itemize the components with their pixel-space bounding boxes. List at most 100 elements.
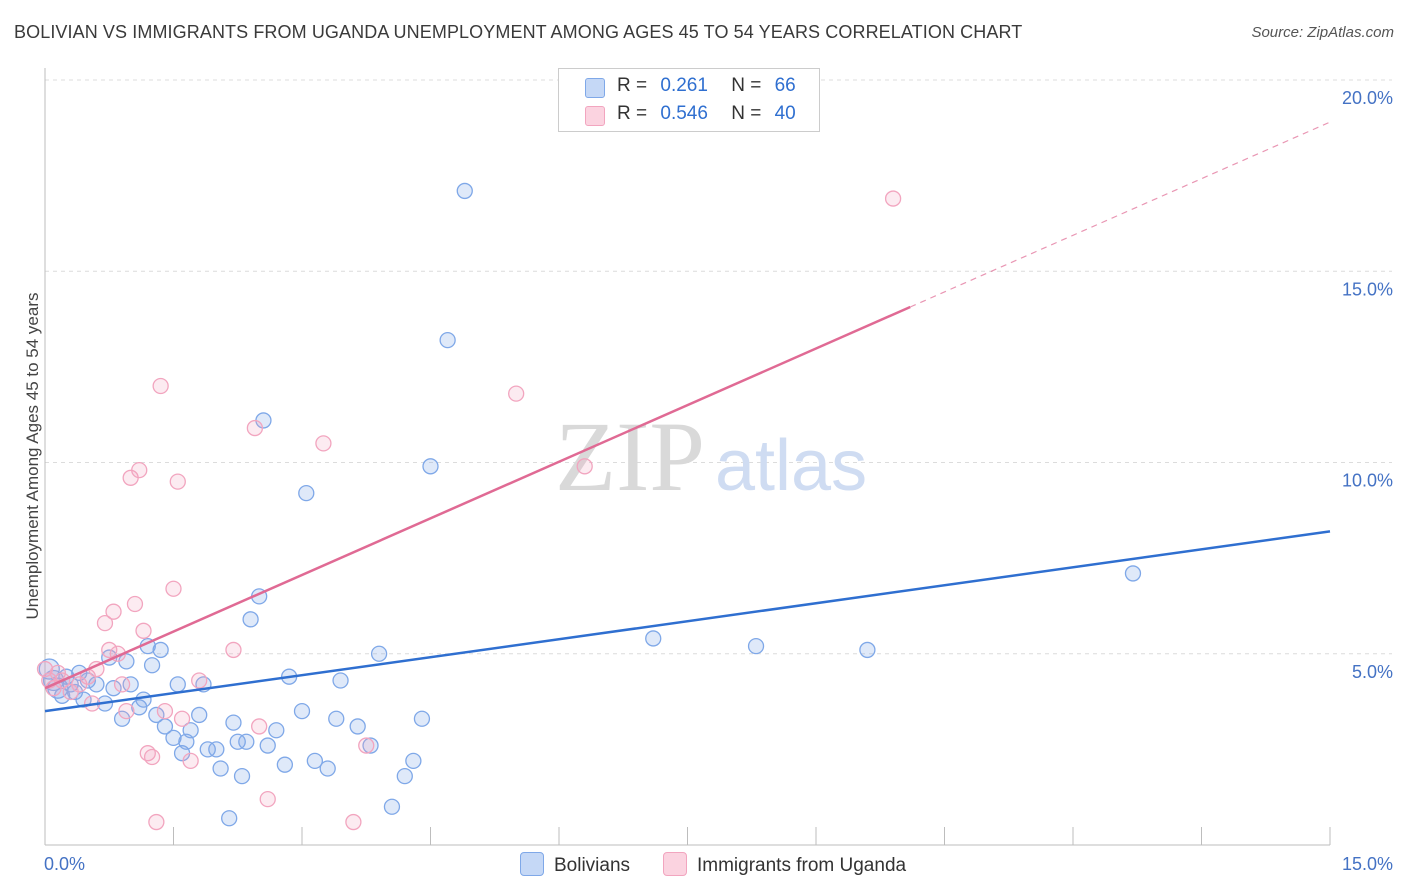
point-bolivians bbox=[182, 722, 199, 739]
point-uganda bbox=[49, 664, 66, 682]
gridlines bbox=[45, 79, 1392, 655]
bottom-legend-label: Bolivians bbox=[554, 855, 631, 876]
point-uganda bbox=[345, 813, 362, 831]
trend-line-uganda bbox=[44, 305, 911, 690]
point-uganda bbox=[152, 377, 169, 395]
legend-row-uganda: R = 0.546 N = 40 bbox=[585, 103, 796, 126]
data-points bbox=[36, 182, 1142, 831]
point-bolivians bbox=[332, 672, 349, 689]
point-bolivians bbox=[199, 741, 216, 758]
bottom-legend-swatch bbox=[663, 852, 687, 876]
x-tick-label: 15.0% bbox=[1342, 854, 1393, 874]
trend-lines bbox=[44, 121, 1331, 713]
y-tick-label: 5.0% bbox=[1352, 662, 1393, 682]
axes bbox=[44, 68, 1331, 846]
trend-line-bolivians bbox=[44, 530, 1331, 713]
legend-row-bolivians: R = 0.261 N = 66 bbox=[585, 75, 796, 98]
point-bolivians bbox=[229, 733, 246, 750]
watermark-zip: ZIP bbox=[555, 401, 705, 512]
source-label: Source: ZipAtlas.com bbox=[1251, 24, 1394, 41]
bottom-legend-uganda: Immigrants from Uganda bbox=[663, 852, 906, 877]
point-bolivians bbox=[319, 760, 336, 777]
point-bolivians bbox=[212, 760, 229, 777]
point-bolivians bbox=[645, 630, 662, 647]
point-uganda bbox=[358, 737, 375, 754]
point-uganda bbox=[131, 461, 148, 479]
point-uganda bbox=[191, 672, 208, 689]
point-bolivians bbox=[259, 737, 276, 754]
point-uganda bbox=[173, 710, 191, 727]
tick-labels: 5.0% 10.0% 15.0% 20.0% 0.0% 15.0% bbox=[44, 88, 1393, 874]
legend-n-label: N = bbox=[731, 75, 762, 96]
x-tick-label: 0.0% bbox=[44, 854, 85, 874]
point-uganda bbox=[96, 615, 114, 632]
y-axis-label: Unemployment Among Ages 45 to 54 years bbox=[23, 293, 42, 620]
legend-r-value: 0.546 bbox=[660, 103, 708, 124]
point-bolivians bbox=[191, 706, 208, 724]
watermark: ZIP atlas bbox=[555, 401, 867, 512]
point-bolivians bbox=[293, 702, 311, 720]
point-bolivians bbox=[233, 768, 251, 785]
point-uganda bbox=[118, 702, 135, 720]
point-bolivians bbox=[405, 752, 422, 769]
point-uganda bbox=[148, 813, 165, 831]
point-bolivians bbox=[413, 710, 431, 727]
point-bolivians bbox=[169, 676, 186, 693]
point-bolivians bbox=[298, 484, 315, 502]
point-bolivians bbox=[75, 691, 92, 708]
point-bolivians bbox=[328, 710, 345, 727]
point-uganda bbox=[169, 473, 186, 490]
point-bolivians bbox=[165, 729, 182, 747]
point-bolivians bbox=[396, 768, 413, 785]
point-uganda bbox=[126, 595, 144, 613]
legend-r-value: 0.261 bbox=[660, 75, 708, 96]
point-uganda bbox=[315, 435, 332, 452]
bottom-legend-swatch bbox=[520, 852, 544, 876]
point-uganda bbox=[508, 385, 525, 402]
point-bolivians bbox=[79, 672, 96, 689]
point-uganda bbox=[101, 641, 118, 659]
point-uganda bbox=[113, 676, 131, 693]
point-uganda bbox=[165, 580, 182, 597]
y-tick-label: 15.0% bbox=[1342, 279, 1393, 299]
legend-n-value: 66 bbox=[774, 75, 796, 96]
point-uganda bbox=[105, 603, 122, 620]
y-tick-label: 20.0% bbox=[1342, 88, 1393, 108]
point-bolivians bbox=[349, 718, 366, 735]
point-bolivians bbox=[383, 798, 401, 815]
point-uganda bbox=[143, 748, 161, 766]
point-uganda bbox=[182, 752, 199, 769]
point-bolivians bbox=[122, 676, 139, 693]
point-bolivians bbox=[38, 658, 60, 680]
point-bolivians bbox=[859, 641, 876, 659]
point-bolivians bbox=[276, 756, 294, 773]
point-uganda bbox=[884, 190, 902, 207]
correlation-legend: R = 0.261 N = 66 R = 0.546 N = 40 bbox=[558, 68, 820, 132]
point-bolivians bbox=[370, 645, 388, 662]
bottom-legend-bolivians: Bolivians bbox=[520, 852, 630, 877]
point-bolivians bbox=[225, 714, 242, 731]
point-uganda bbox=[36, 660, 54, 678]
legend-swatch-bolivians bbox=[585, 78, 605, 98]
y-tick-label: 10.0% bbox=[1342, 471, 1393, 491]
point-uganda bbox=[251, 718, 268, 735]
point-bolivians bbox=[306, 752, 324, 769]
point-uganda bbox=[225, 641, 242, 659]
point-bolivians bbox=[268, 722, 285, 739]
point-bolivians bbox=[422, 458, 439, 475]
trend-line-uganda-extension bbox=[909, 121, 1331, 308]
point-bolivians bbox=[1124, 565, 1142, 582]
legend-r-label: R = bbox=[617, 103, 648, 124]
point-bolivians bbox=[439, 331, 456, 349]
point-bolivians bbox=[456, 182, 473, 200]
legend-r-label: R = bbox=[617, 75, 648, 96]
watermark-atlas: atlas bbox=[715, 426, 867, 506]
point-uganda bbox=[259, 790, 276, 808]
point-uganda bbox=[246, 419, 264, 437]
legend-n-value: 40 bbox=[774, 103, 796, 124]
chart-title: BOLIVIAN VS IMMIGRANTS FROM UGANDA UNEMP… bbox=[14, 22, 1023, 42]
point-uganda bbox=[135, 622, 152, 639]
point-uganda bbox=[576, 458, 593, 475]
point-bolivians bbox=[143, 657, 161, 674]
